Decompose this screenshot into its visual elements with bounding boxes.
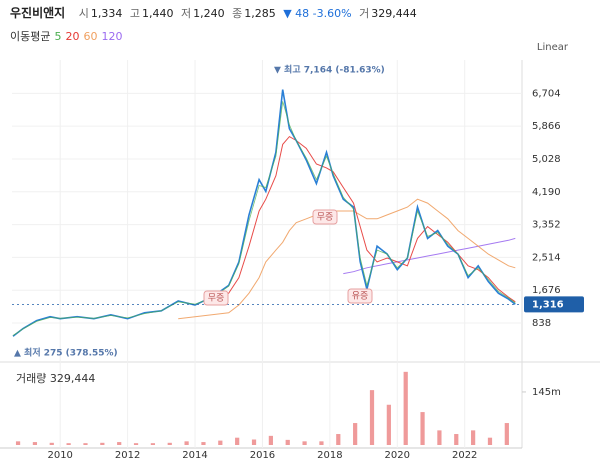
y-tick-label: 838 bbox=[532, 318, 551, 329]
annotation: 무증 bbox=[208, 293, 225, 304]
x-tick-label: 2020 bbox=[385, 450, 410, 461]
volume-bar bbox=[302, 441, 307, 445]
label: 저 bbox=[180, 7, 192, 20]
y-tick-label: 5,028 bbox=[532, 154, 561, 165]
volume-bar bbox=[437, 430, 442, 445]
volume-bar bbox=[167, 442, 172, 445]
volume-bar bbox=[49, 442, 54, 445]
volume-bar bbox=[133, 443, 139, 445]
panel-title: 거래량 329,444 bbox=[16, 372, 95, 385]
volume-bar bbox=[353, 423, 358, 445]
volume-bar bbox=[487, 437, 493, 445]
volume-bar bbox=[386, 404, 391, 445]
volume-bar bbox=[100, 442, 105, 445]
x-tick-label: 2010 bbox=[47, 450, 72, 461]
annotation-badge bbox=[347, 288, 373, 304]
volume-bar bbox=[218, 440, 223, 445]
x-tick-label: 2016 bbox=[250, 450, 275, 461]
ma-label: 이동평균 bbox=[10, 30, 51, 43]
volume-bar bbox=[235, 437, 240, 445]
label: 거 bbox=[359, 7, 370, 20]
ma-legend: 이동평균 5 20 60 120 bbox=[10, 28, 122, 44]
label: 시 bbox=[78, 7, 89, 20]
ma-line bbox=[343, 237, 516, 275]
annotation: ▼ 최고 7,164 (-81.63%) bbox=[274, 64, 385, 76]
volume-bar bbox=[117, 442, 122, 445]
annotation: 무증 bbox=[317, 212, 334, 223]
change: ▼ 48 -3.60% bbox=[283, 7, 352, 20]
legend-entry[interactable]: 5 bbox=[54, 30, 62, 43]
label: 종 bbox=[232, 7, 243, 20]
ma-line bbox=[211, 135, 516, 306]
volume-bar bbox=[285, 439, 290, 445]
y-tick-label: 1,676 bbox=[532, 285, 561, 296]
volume-bar bbox=[403, 371, 408, 445]
ma-line bbox=[12, 101, 516, 336]
volume-bar bbox=[184, 441, 189, 445]
value: 1,285 bbox=[244, 7, 276, 20]
volume-bar bbox=[251, 439, 257, 445]
volume-bar bbox=[369, 390, 375, 445]
x-tick-label: 2022 bbox=[452, 450, 477, 461]
y-tick-label: 2,514 bbox=[532, 252, 561, 263]
volume-bar bbox=[454, 434, 459, 445]
legend-entry[interactable]: 120 bbox=[101, 30, 123, 43]
value: 329,444 bbox=[371, 7, 417, 20]
volume-bar bbox=[504, 423, 509, 445]
current-price-label: 1,316 bbox=[532, 299, 564, 310]
volume-bar bbox=[201, 442, 206, 445]
label: 고 bbox=[129, 7, 140, 20]
stock-name: 우진비앤지 bbox=[10, 6, 66, 20]
value: 1,440 bbox=[141, 7, 174, 20]
header: 우진비앤지 시 1,334 고 1,440 저 1,240 종 1,285 ▼ 48 -… bbox=[10, 4, 417, 21]
y-tick-label: 5,866 bbox=[532, 121, 561, 132]
scale-toggle[interactable]: Linear bbox=[537, 42, 569, 53]
x-tick-label: 2018 bbox=[317, 450, 342, 461]
legend-entry[interactable]: 60 bbox=[83, 30, 98, 43]
volume-bar bbox=[150, 443, 156, 445]
volume-bar bbox=[268, 435, 273, 445]
current-price-box bbox=[524, 296, 584, 313]
y-tick-label: 6,704 bbox=[532, 88, 561, 99]
annotation: ▲ 최저 275 (378.55%) bbox=[14, 347, 118, 359]
y-tick-label: 3,352 bbox=[532, 220, 561, 231]
y-tick-label: 4,190 bbox=[532, 187, 561, 198]
volume-bar bbox=[336, 434, 341, 445]
annotation: 유증 bbox=[352, 291, 369, 302]
volume-bar bbox=[319, 441, 324, 445]
y-tick-label: 145m bbox=[532, 387, 561, 398]
volume-bar bbox=[471, 430, 476, 445]
volume-bar bbox=[420, 412, 425, 445]
annotation-badge bbox=[203, 290, 229, 306]
volume-bar bbox=[83, 443, 88, 445]
value: 1,334 bbox=[90, 7, 123, 20]
volume-bar bbox=[32, 442, 38, 445]
volume-bar bbox=[15, 441, 21, 445]
legend-entry[interactable]: 20 bbox=[65, 30, 80, 43]
annotation-badge bbox=[312, 209, 338, 225]
value: 1,240 bbox=[193, 7, 225, 20]
volume-bar bbox=[66, 443, 71, 445]
x-tick-label: 2014 bbox=[182, 450, 207, 461]
x-tick-label: 2012 bbox=[115, 450, 140, 461]
